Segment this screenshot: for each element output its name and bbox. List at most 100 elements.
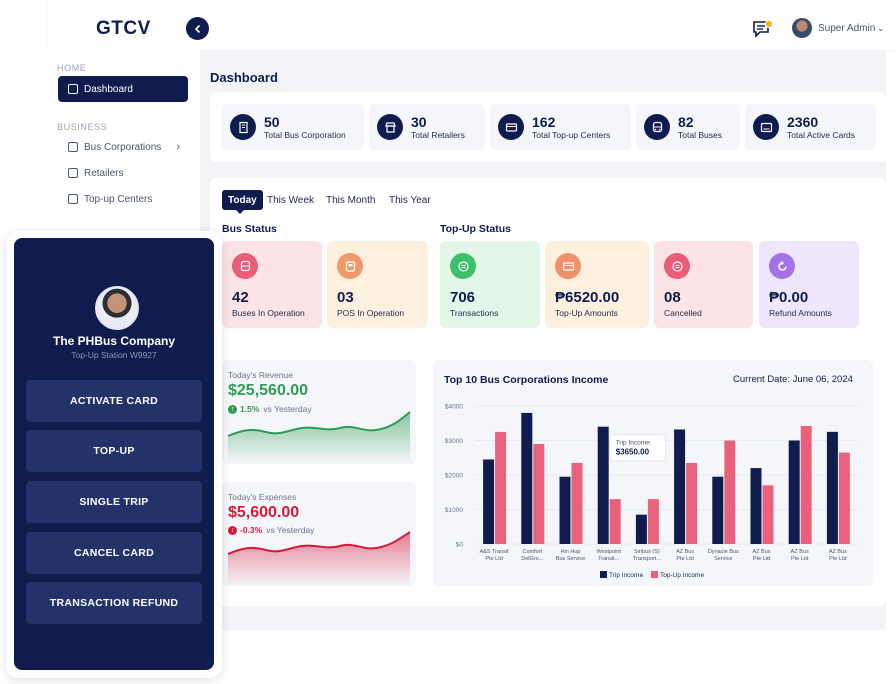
stat-label: Total Top-up Centers [532,129,611,140]
stat-value: 50 [264,113,280,130]
chevron-left-icon [194,24,200,33]
tile-label: Refund Amounts [769,308,832,318]
revenue-change-value: 1.5% [240,404,260,414]
x-tick-label: Dynacle Bus [708,549,739,555]
sidebar-item-bus-corporations[interactable]: Bus Corporations › [58,134,188,160]
revenue-change-suffix: vs Yesterday [263,404,312,414]
building-icon [68,142,78,152]
user-name[interactable]: Super Admin [818,23,876,34]
transaction-refund-button[interactable]: TRANSACTION REFUND [26,582,202,624]
dashboard-icon [68,84,78,94]
id-card-icon [753,114,779,140]
y-tick-label: $2000 [445,473,463,480]
stat-label: Total Buses [678,129,722,140]
tile-transactions: 706 Transactions [440,241,540,328]
revenue-change: ↑ 1.5% vs Yesterday [228,404,312,414]
bar-topup-income [800,426,812,544]
tile-value: 706 [450,289,476,306]
store-icon [68,168,78,178]
tile-refund-amounts: ₱0.00 Refund Amounts [759,241,859,328]
x-tick-label: Pte Ltd [676,556,693,562]
tile-label: Buses In Operation [232,308,305,318]
tile-value: 08 [664,289,681,306]
stat-value: 2360 [787,113,819,130]
company-name: The PHBus Company [52,334,175,348]
tab-this-week[interactable]: This Week [267,194,315,206]
bar-topup-income [571,462,583,544]
expenses-label: Today's Expenses [228,492,297,502]
station-id: Top-Up Station W9927 [71,350,157,360]
y-tick-label: $1000 [445,507,463,514]
sidebar-section-business: BUSINESS [57,122,108,132]
x-tick-label: Comfort [523,549,543,555]
bar-topup-income [533,443,545,544]
cancel-card-button[interactable]: CANCEL CARD [26,532,202,574]
bar-topup-income [686,462,698,544]
tooltip-value: $3650.00 [616,448,650,457]
revenue-sparkline [227,411,411,464]
bar-trip-income [521,412,533,544]
bar-trip-income [712,476,724,544]
pos-icon [337,253,363,279]
bar-trip-income [635,514,647,544]
active-tab-indicator [236,210,244,214]
x-tick-label: Transport... [633,556,661,562]
tooltip-box [609,434,667,462]
x-tick-label: AZ Bus [791,549,809,555]
bar-trip-income [483,459,495,544]
tile-pos-in-operation: 03 POS In Operation [327,241,428,328]
single-trip-button[interactable]: SINGLE TRIP [26,481,202,523]
refund-icon [769,253,795,279]
receipt-icon [664,253,690,279]
expenses-value: $5,600.00 [228,504,300,521]
y-tick-label: $3000 [445,438,463,445]
x-tick-label: Pte Ltd [753,556,770,562]
bar-trip-income [788,440,800,544]
sidebar-item-dashboard[interactable]: Dashboard [58,76,188,102]
stat-value: 30 [411,113,427,130]
bar-topup-income [495,431,507,544]
user-avatar[interactable] [792,18,812,38]
x-tick-label: Sinbus (S) [634,549,660,555]
expenses-change-suffix: vs Yesterday [266,525,315,535]
stat-total-active-cards: 2360 Total Active Cards [745,104,876,150]
stat-value: 82 [678,113,694,130]
sidebar-item-retailers[interactable]: Retailers [58,160,188,186]
sidebar-item-topup-centers[interactable]: Top-up Centers [58,186,188,212]
x-tick-label: Hin Hup [561,549,581,555]
activate-card-button[interactable]: ACTIVATE CARD [26,380,202,422]
y-tick-label: $0 [456,542,464,549]
sidebar-section-home: HOME [57,63,87,73]
tile-topup-amounts: ₱6520.00 Top-Up Amounts [545,241,649,328]
tile-label: Top-Up Amounts [555,308,618,318]
bar-topup-income [609,499,621,544]
stat-total-retailers: 30 Total Retailers [369,104,485,150]
expenses-change-value: -0.3% [240,525,263,535]
stat-label: Total Retailers [411,129,465,140]
stat-total-buses: 82 Total Buses [636,104,740,150]
sidebar-item-label: Retailers [84,167,124,179]
topup-button[interactable]: TOP-UP [26,430,202,472]
tab-this-month[interactable]: This Month [326,194,376,206]
x-tick-label: Pte Ltd [791,556,808,562]
app-logo[interactable]: GTCV [96,18,151,39]
expenses-sparkline [227,531,411,586]
chevron-down-icon[interactable]: ⌄ [877,23,885,33]
bar-trip-income [826,431,838,544]
legend-swatch [600,571,607,578]
tab-this-year[interactable]: This Year [389,194,431,206]
bus-icon [644,114,670,140]
collapse-sidebar-button[interactable] [186,17,209,40]
x-tick-label: A&S Transit [480,549,510,555]
building-icon [230,114,256,140]
tab-today[interactable]: Today [222,190,263,210]
tile-value: ₱0.00 [769,289,809,306]
expenses-change: ↓ -0.3% vs Yesterday [228,525,314,535]
chart-current-date: Current Date: June 06, 2024 [733,374,853,385]
stat-total-bus-corporation: 50 Total Bus Corporation [222,104,364,150]
x-tick-label: AZ Bus [829,549,847,555]
sidebar-item-label: Dashboard [84,83,133,95]
sidebar-item-label: Top-up Centers [84,193,153,205]
x-tick-label: AZ Bus [752,549,770,555]
